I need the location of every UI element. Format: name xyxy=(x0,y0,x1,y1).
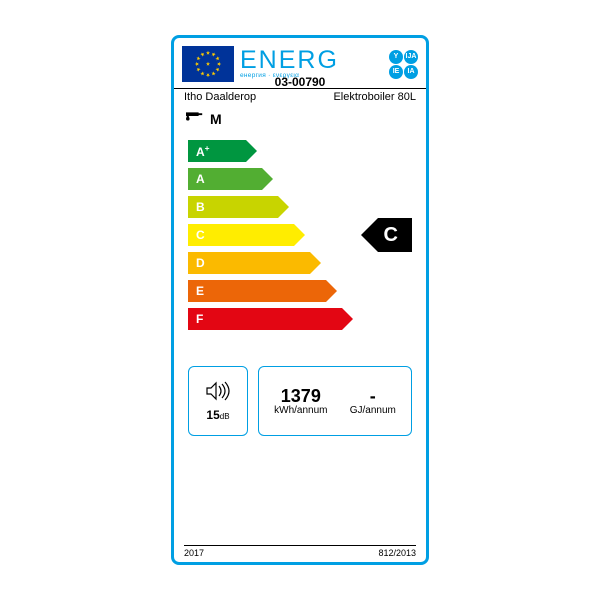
rating-arrow-tip xyxy=(361,218,378,252)
class-arrow-bar: E xyxy=(188,280,326,302)
lang-badge: IJA xyxy=(404,50,418,64)
class-label: A xyxy=(196,172,205,186)
class-arrow-tip xyxy=(262,168,273,190)
footer-year: 2017 xyxy=(184,548,204,558)
energy-label: ENERG енергия · ενεργεια Y IJA IE IA 03-… xyxy=(171,35,429,565)
supplier-name: Itho Daalderop xyxy=(184,91,256,103)
kwh-unit: kWh/annum xyxy=(274,405,327,416)
class-arrow-tip xyxy=(342,308,353,330)
product-row: Itho Daalderop Elektroboiler 80L xyxy=(174,89,426,103)
kwh-value: 1379 xyxy=(274,387,327,405)
class-arrow-tip xyxy=(310,252,321,274)
class-arrow-C: C xyxy=(188,224,305,246)
class-label: D xyxy=(196,256,205,270)
class-arrow-bar: A xyxy=(188,168,262,190)
class-arrow-A+: A+ xyxy=(188,140,257,162)
lang-badge: IE xyxy=(389,65,403,79)
gj-value: - xyxy=(350,387,396,405)
lang-badge: Y xyxy=(389,50,403,64)
efficiency-scale: A+ABCDEFC xyxy=(174,140,426,350)
class-arrow-tip xyxy=(278,196,289,218)
load-profile-row: M xyxy=(174,103,426,130)
gj-unit: GJ/annum xyxy=(350,405,396,416)
class-label: E xyxy=(196,284,204,298)
class-label: A+ xyxy=(196,143,210,159)
class-arrow-B: B xyxy=(188,196,289,218)
class-arrow-bar: C xyxy=(188,224,294,246)
metrics-row: 15dB 1379 kWh/annum - GJ/annum xyxy=(174,366,426,436)
class-arrow-F: F xyxy=(188,308,353,330)
consumption-box: 1379 kWh/annum - GJ/annum xyxy=(258,366,412,436)
rating-class-letter: C xyxy=(378,218,412,252)
class-arrow-bar: B xyxy=(188,196,278,218)
model-name: Elektroboiler 80L xyxy=(333,91,416,103)
class-arrow-E: E xyxy=(188,280,337,302)
rating-arrow: C xyxy=(361,218,412,252)
noise-unit: dB xyxy=(220,412,230,421)
class-arrow-bar: D xyxy=(188,252,310,274)
class-arrow-tip xyxy=(326,280,337,302)
lang-badge: IA xyxy=(404,65,418,79)
tap-icon xyxy=(184,107,206,130)
language-badges: Y IJA IE IA xyxy=(389,46,418,82)
class-arrow-bar: F xyxy=(188,308,342,330)
class-label: F xyxy=(196,312,203,326)
energy-title: ENERG xyxy=(240,49,389,72)
class-arrow-tip xyxy=(246,140,257,162)
footer-regulation: 812/2013 xyxy=(378,548,416,558)
sound-icon xyxy=(204,381,232,406)
class-label: B xyxy=(196,200,205,214)
class-label-sup: + xyxy=(205,143,210,153)
footer: 2017 812/2013 xyxy=(184,545,416,558)
class-arrow-bar: A+ xyxy=(188,140,246,162)
eu-flag-icon xyxy=(182,46,234,82)
class-arrow-A: A xyxy=(188,168,273,190)
kwh-column: 1379 kWh/annum xyxy=(274,387,327,416)
noise-box: 15dB xyxy=(188,366,248,436)
gj-column: - GJ/annum xyxy=(350,387,396,416)
load-profile-letter: M xyxy=(210,111,222,127)
class-label: C xyxy=(196,228,205,242)
class-arrow-D: D xyxy=(188,252,321,274)
class-arrow-tip xyxy=(294,224,305,246)
noise-number: 15 xyxy=(206,408,219,422)
noise-value: 15dB xyxy=(206,408,229,422)
